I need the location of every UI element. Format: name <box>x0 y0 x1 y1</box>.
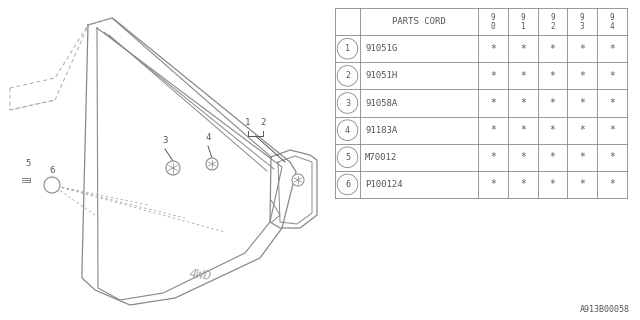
Text: *: * <box>490 180 496 189</box>
Text: 9
2: 9 2 <box>550 12 555 31</box>
Text: *: * <box>609 44 615 54</box>
Text: *: * <box>490 98 496 108</box>
Text: 6: 6 <box>345 180 350 189</box>
Text: 9
4: 9 4 <box>610 12 614 31</box>
Text: *: * <box>490 152 496 162</box>
Text: *: * <box>579 180 585 189</box>
Text: *: * <box>579 44 585 54</box>
Text: PARTS CORD: PARTS CORD <box>392 17 446 26</box>
Text: 1: 1 <box>245 118 251 127</box>
Text: *: * <box>609 152 615 162</box>
Text: 91058A: 91058A <box>365 99 397 108</box>
Text: *: * <box>490 125 496 135</box>
Text: *: * <box>609 98 615 108</box>
Text: 1: 1 <box>345 44 350 53</box>
Text: *: * <box>520 44 525 54</box>
Text: 2: 2 <box>345 71 350 80</box>
Text: 9
0: 9 0 <box>491 12 495 31</box>
Text: *: * <box>550 98 556 108</box>
Text: *: * <box>609 180 615 189</box>
Text: *: * <box>550 71 556 81</box>
Text: 4: 4 <box>345 126 350 135</box>
Text: 5: 5 <box>26 159 31 168</box>
Text: *: * <box>609 71 615 81</box>
Text: 91051H: 91051H <box>365 71 397 80</box>
Text: *: * <box>550 125 556 135</box>
Text: *: * <box>520 180 525 189</box>
Text: 6: 6 <box>49 166 54 175</box>
Text: 9
1: 9 1 <box>520 12 525 31</box>
Text: *: * <box>579 152 585 162</box>
Text: *: * <box>520 152 525 162</box>
Text: *: * <box>579 125 585 135</box>
Circle shape <box>292 174 304 186</box>
Text: M70012: M70012 <box>365 153 397 162</box>
Text: *: * <box>579 98 585 108</box>
Circle shape <box>166 161 180 175</box>
Text: 4WD: 4WD <box>188 267 212 283</box>
Text: *: * <box>609 125 615 135</box>
Text: 9
3: 9 3 <box>580 12 584 31</box>
Text: 5: 5 <box>345 153 350 162</box>
Text: 4: 4 <box>205 133 211 142</box>
Text: 2: 2 <box>260 118 266 127</box>
Text: *: * <box>520 125 525 135</box>
Text: A913B00058: A913B00058 <box>580 305 630 314</box>
Text: 91183A: 91183A <box>365 126 397 135</box>
Circle shape <box>44 177 60 193</box>
Text: *: * <box>550 44 556 54</box>
Text: *: * <box>520 71 525 81</box>
Text: *: * <box>579 71 585 81</box>
Text: *: * <box>520 98 525 108</box>
Text: 3: 3 <box>163 136 168 145</box>
Circle shape <box>206 158 218 170</box>
Text: *: * <box>550 180 556 189</box>
Text: 3: 3 <box>345 99 350 108</box>
Text: *: * <box>490 71 496 81</box>
Text: P100124: P100124 <box>365 180 403 189</box>
Text: *: * <box>490 44 496 54</box>
Text: 91051G: 91051G <box>365 44 397 53</box>
Text: *: * <box>550 152 556 162</box>
